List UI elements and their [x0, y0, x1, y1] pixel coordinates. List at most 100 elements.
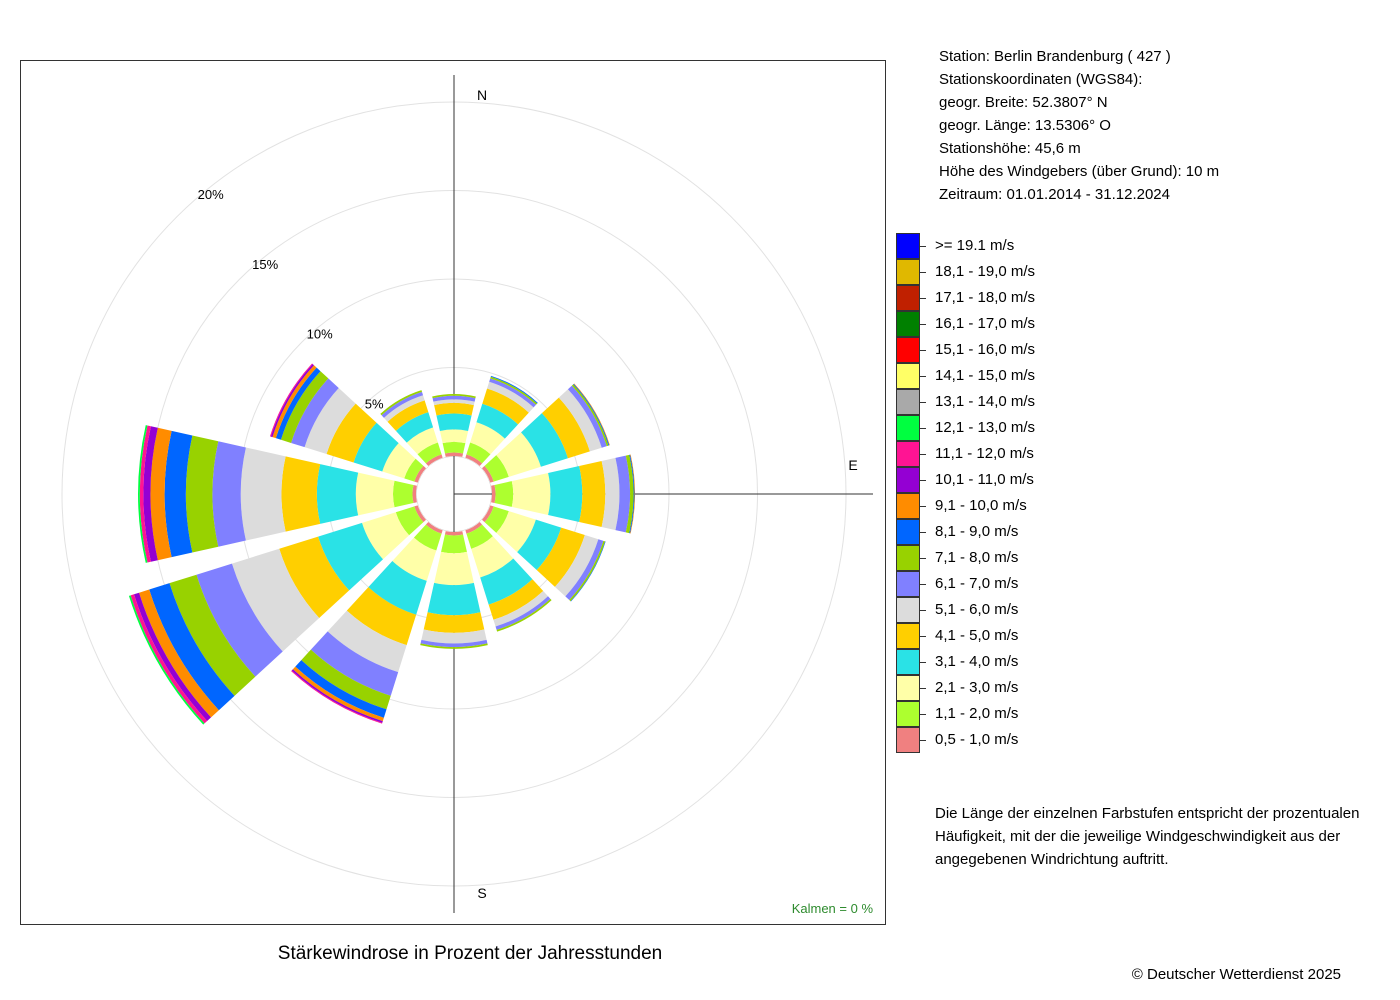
windrose-chart: 5% 10% 15% 20% N E S — [61, 75, 873, 913]
sector-band — [471, 536, 514, 578]
copyright: © Deutscher Wetterdienst 2025 — [1131, 966, 1341, 983]
sector-band — [280, 371, 329, 443]
sector-0 — [432, 394, 476, 457]
sector-band — [442, 441, 466, 454]
sector-band — [353, 422, 399, 472]
time-period: Zeitraum: 01.01.2014 - 31.12.2024 — [939, 186, 1170, 203]
sector-band — [414, 505, 427, 523]
sector-band — [383, 395, 425, 422]
legend-item: 17,1 - 18,0 m/s — [896, 285, 1196, 311]
legend-tick — [920, 584, 926, 585]
sector-band — [436, 413, 472, 432]
sector-band — [489, 378, 537, 408]
sector-150 — [465, 521, 552, 632]
sector-band — [231, 548, 320, 652]
compass-e: E — [848, 457, 857, 473]
sector-band — [433, 399, 475, 406]
sector-240 — [128, 505, 427, 725]
sector-band — [318, 522, 384, 591]
sector-band — [434, 551, 474, 586]
sector-band — [439, 429, 469, 444]
legend-label: 5,1 - 6,0 m/s — [935, 601, 1019, 618]
sector-band — [495, 596, 551, 630]
legend-swatch — [896, 441, 920, 467]
sector-band — [488, 579, 544, 620]
speed-legend: >= 19.1 m/s 18,1 - 19,0 m/s 17,1 - 18,0 m/… — [896, 233, 1196, 753]
legend-tick — [920, 324, 926, 325]
sector-band — [615, 455, 631, 533]
sector-band — [292, 666, 384, 722]
legend-label: 8,1 - 9,0 m/s — [935, 523, 1019, 540]
legend-tick — [920, 714, 926, 715]
legend-tick — [920, 376, 926, 377]
legend-item: 8,1 - 9,0 m/s — [896, 519, 1196, 545]
legend-tick — [920, 480, 926, 481]
sector-band — [536, 527, 585, 587]
sector-band — [441, 534, 467, 554]
sector-band — [484, 455, 509, 482]
sector-330 — [380, 390, 443, 467]
legend-item: 4,1 - 5,0 m/s — [896, 623, 1196, 649]
sector-band — [139, 589, 219, 718]
sector-band — [490, 376, 538, 405]
sector-band — [548, 466, 583, 522]
ring-label: 5% — [365, 396, 384, 411]
explanation-note: Die Länge der einzelnen Farbstufen entsp… — [935, 805, 1360, 868]
sector-band — [196, 563, 283, 677]
legend-tick — [920, 246, 926, 247]
sector-band — [133, 592, 212, 721]
sector-band — [425, 454, 443, 467]
sector-band — [185, 435, 219, 553]
sector-band — [444, 531, 464, 536]
sector-120 — [481, 505, 606, 602]
legend-tick — [920, 506, 926, 507]
compass-s: S — [477, 885, 486, 901]
sector-band — [301, 649, 391, 710]
station-name: Station: Berlin Brandenburg ( 427 ) — [939, 48, 1171, 65]
legend-tick — [920, 636, 926, 637]
legend-item: 6,1 - 7,0 m/s — [896, 571, 1196, 597]
legend-tick — [920, 350, 926, 351]
sector-band — [493, 591, 549, 627]
legend-swatch — [896, 363, 920, 389]
legend-item: 12,1 - 13,0 m/s — [896, 415, 1196, 441]
sector-band — [392, 537, 437, 581]
legend-swatch — [896, 233, 920, 259]
sector-210 — [291, 521, 443, 724]
sector-band — [355, 472, 395, 516]
sector-90 — [491, 454, 636, 534]
sector-band — [420, 643, 488, 649]
sector-band — [272, 365, 317, 439]
sector-band — [362, 512, 410, 560]
legend-label: 0,5 - 1,0 m/s — [935, 731, 1019, 748]
legend-swatch — [896, 467, 920, 493]
legend-tick — [920, 272, 926, 273]
sector-band — [420, 639, 488, 648]
legend-tick — [920, 402, 926, 403]
sector-band — [630, 454, 636, 534]
legend-label: 2,1 - 3,0 m/s — [935, 679, 1019, 696]
legend-tick — [920, 688, 926, 689]
legend-label: 18,1 - 19,0 m/s — [935, 263, 1036, 280]
sector-band — [423, 612, 485, 633]
sector-band — [139, 425, 151, 563]
sector-band — [395, 412, 434, 443]
sector-band — [571, 384, 609, 447]
legend-tick — [920, 532, 926, 533]
legend-swatch — [896, 493, 920, 519]
legend-label: 13,1 - 14,0 m/s — [935, 393, 1036, 410]
sector-band — [326, 403, 377, 463]
station-latitude: geogr. Breite: 52.3807° N — [939, 94, 1108, 111]
sector-band — [466, 524, 493, 549]
station-elevation: Stationshöhe: 45,6 m — [939, 140, 1081, 157]
sector-band — [387, 400, 429, 431]
legend-swatch — [896, 519, 920, 545]
station-info: Station: Berlin Brandenburg ( 427 ) Stat… — [939, 45, 1219, 206]
sector-band — [487, 381, 534, 413]
sector-band — [346, 587, 417, 646]
legend-swatch — [896, 571, 920, 597]
legend-item: 18,1 - 19,0 m/s — [896, 259, 1196, 285]
legend-swatch — [896, 337, 920, 363]
sector-band — [465, 521, 483, 534]
sector-band — [169, 574, 256, 696]
